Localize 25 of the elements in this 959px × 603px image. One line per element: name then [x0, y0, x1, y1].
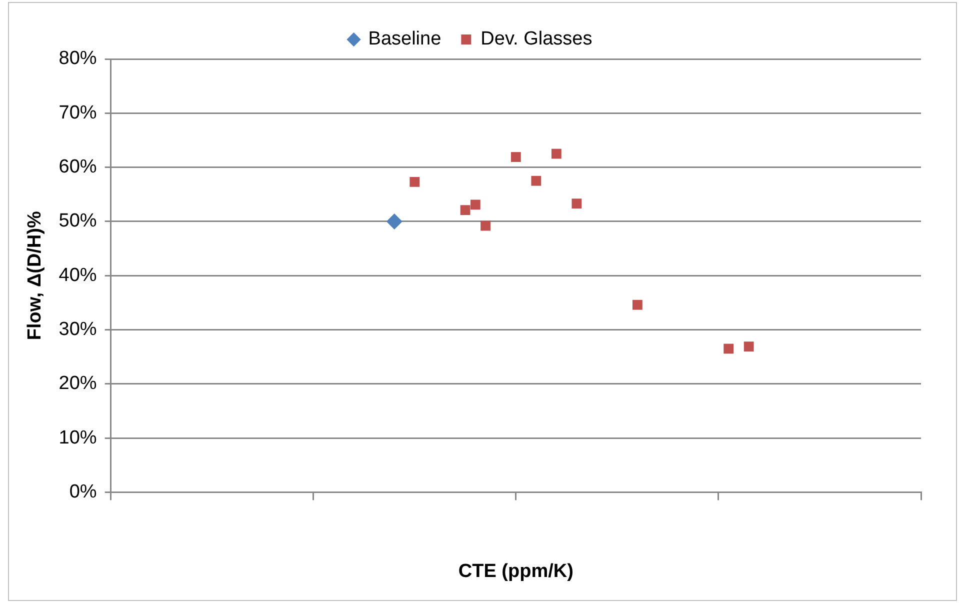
point — [410, 176, 420, 187]
point — [632, 300, 642, 310]
point — [510, 152, 521, 162]
legend-label: Dev. Glasses — [480, 28, 592, 50]
y-tick-label: 70% — [58, 102, 97, 124]
legend-label: Baseline — [368, 28, 442, 50]
y-tick-label: 80% — [58, 48, 97, 70]
point — [744, 342, 754, 352]
y-tick-label: 10% — [58, 427, 97, 448]
y-tick-label: 60% — [58, 156, 97, 178]
point — [724, 344, 734, 354]
point — [480, 220, 490, 231]
y-tick-label: 30% — [58, 318, 97, 340]
point — [572, 198, 582, 209]
y-tick-label: 50% — [58, 210, 97, 232]
y-tick-label: 0% — [69, 481, 97, 502]
point — [531, 176, 542, 186]
point — [386, 213, 402, 230]
y-tick-label: 40% — [58, 264, 97, 286]
point — [460, 205, 470, 216]
point — [470, 200, 480, 210]
y-axis-title: Flow, Δ(D/H)% — [24, 210, 46, 340]
y-tick-label: 20% — [58, 373, 97, 394]
point — [551, 148, 562, 159]
x-axis-title: CTE (ppm/K) — [458, 560, 574, 582]
